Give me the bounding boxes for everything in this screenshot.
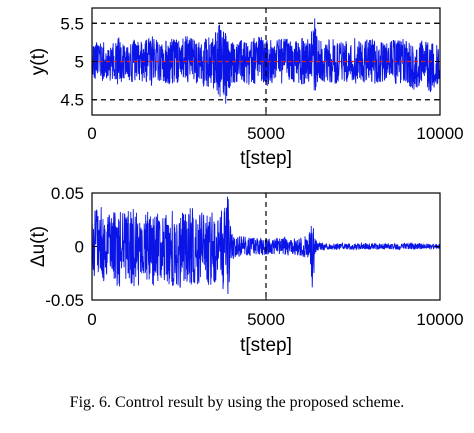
y-tick-label: 0 <box>75 238 84 257</box>
y-axis-label: Δu(t) <box>28 226 49 267</box>
x-tick-label: 0 <box>87 310 96 329</box>
x-axis-label: t[step] <box>240 148 292 169</box>
series-control-increment <box>92 196 440 294</box>
y-tick-label: 0.05 <box>51 184 84 203</box>
x-tick-label: 10000 <box>416 124 463 143</box>
x-tick-label: 0 <box>87 124 96 143</box>
figure-caption: Fig. 6. Control result by using the prop… <box>69 394 405 411</box>
y-tick-label: 5 <box>75 53 84 72</box>
series-output <box>92 18 440 104</box>
y-tick-label: -0.05 <box>45 291 84 310</box>
x-axis-label: t[step] <box>240 335 292 356</box>
y-tick-label: 4.5 <box>60 91 84 110</box>
x-tick-label: 5000 <box>247 124 285 143</box>
y-tick-label: 5.5 <box>60 14 84 33</box>
y-axis-label: y(t) <box>28 48 49 75</box>
x-tick-label: 10000 <box>416 310 463 329</box>
plots-layer: 0 5000 10000 4.5 5 5.5 t[step] y(t) 0 5000 10000 -0… <box>28 7 464 356</box>
chart-panel-1: 0 5000 10000 4.5 5 5.5 t[step] y(t) <box>28 7 464 169</box>
x-tick-label: 5000 <box>247 310 285 329</box>
